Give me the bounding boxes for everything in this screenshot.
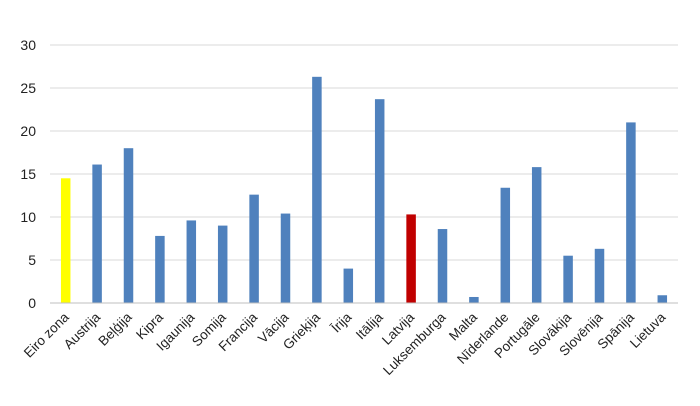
- x-axis-category-labels: Eiro zonaAustrijaBeļģijaKipraIgaunijaSom…: [21, 309, 669, 378]
- bar: [312, 76, 322, 303]
- bar: [60, 178, 71, 303]
- gridlines: [50, 44, 678, 261]
- bar: [217, 225, 228, 303]
- y-tick-label: 25: [20, 80, 36, 96]
- y-axis-tick-labels: 0 5 10 15 20 25 30: [20, 37, 36, 311]
- bar: [343, 268, 354, 303]
- bar: [626, 122, 636, 304]
- x-tick-label: Īrija: [328, 309, 354, 335]
- bar: [249, 194, 259, 303]
- bar: [657, 295, 668, 303]
- bar: [437, 229, 448, 303]
- x-tick-label: Lietuva: [627, 309, 669, 351]
- bars: [60, 76, 668, 304]
- bar: [531, 167, 542, 303]
- y-tick-label: 30: [20, 37, 36, 53]
- y-tick-label: 15: [20, 166, 36, 182]
- bar: [280, 213, 291, 303]
- bar: [123, 148, 134, 303]
- bar: [563, 255, 573, 303]
- bar: [500, 187, 511, 303]
- bar: [594, 248, 605, 303]
- bar: [155, 235, 165, 303]
- bar: [469, 296, 479, 303]
- bar: [186, 220, 197, 303]
- y-tick-label: 20: [20, 123, 36, 139]
- bar: [92, 164, 102, 303]
- x-tick-label: Eiro zona: [21, 309, 72, 360]
- bar: [374, 99, 385, 304]
- y-tick-label: 10: [20, 209, 36, 225]
- y-tick-label: 0: [28, 295, 36, 311]
- y-tick-label: 5: [28, 252, 36, 268]
- x-tick-label: Beļģija: [95, 309, 135, 349]
- bar: [406, 214, 416, 303]
